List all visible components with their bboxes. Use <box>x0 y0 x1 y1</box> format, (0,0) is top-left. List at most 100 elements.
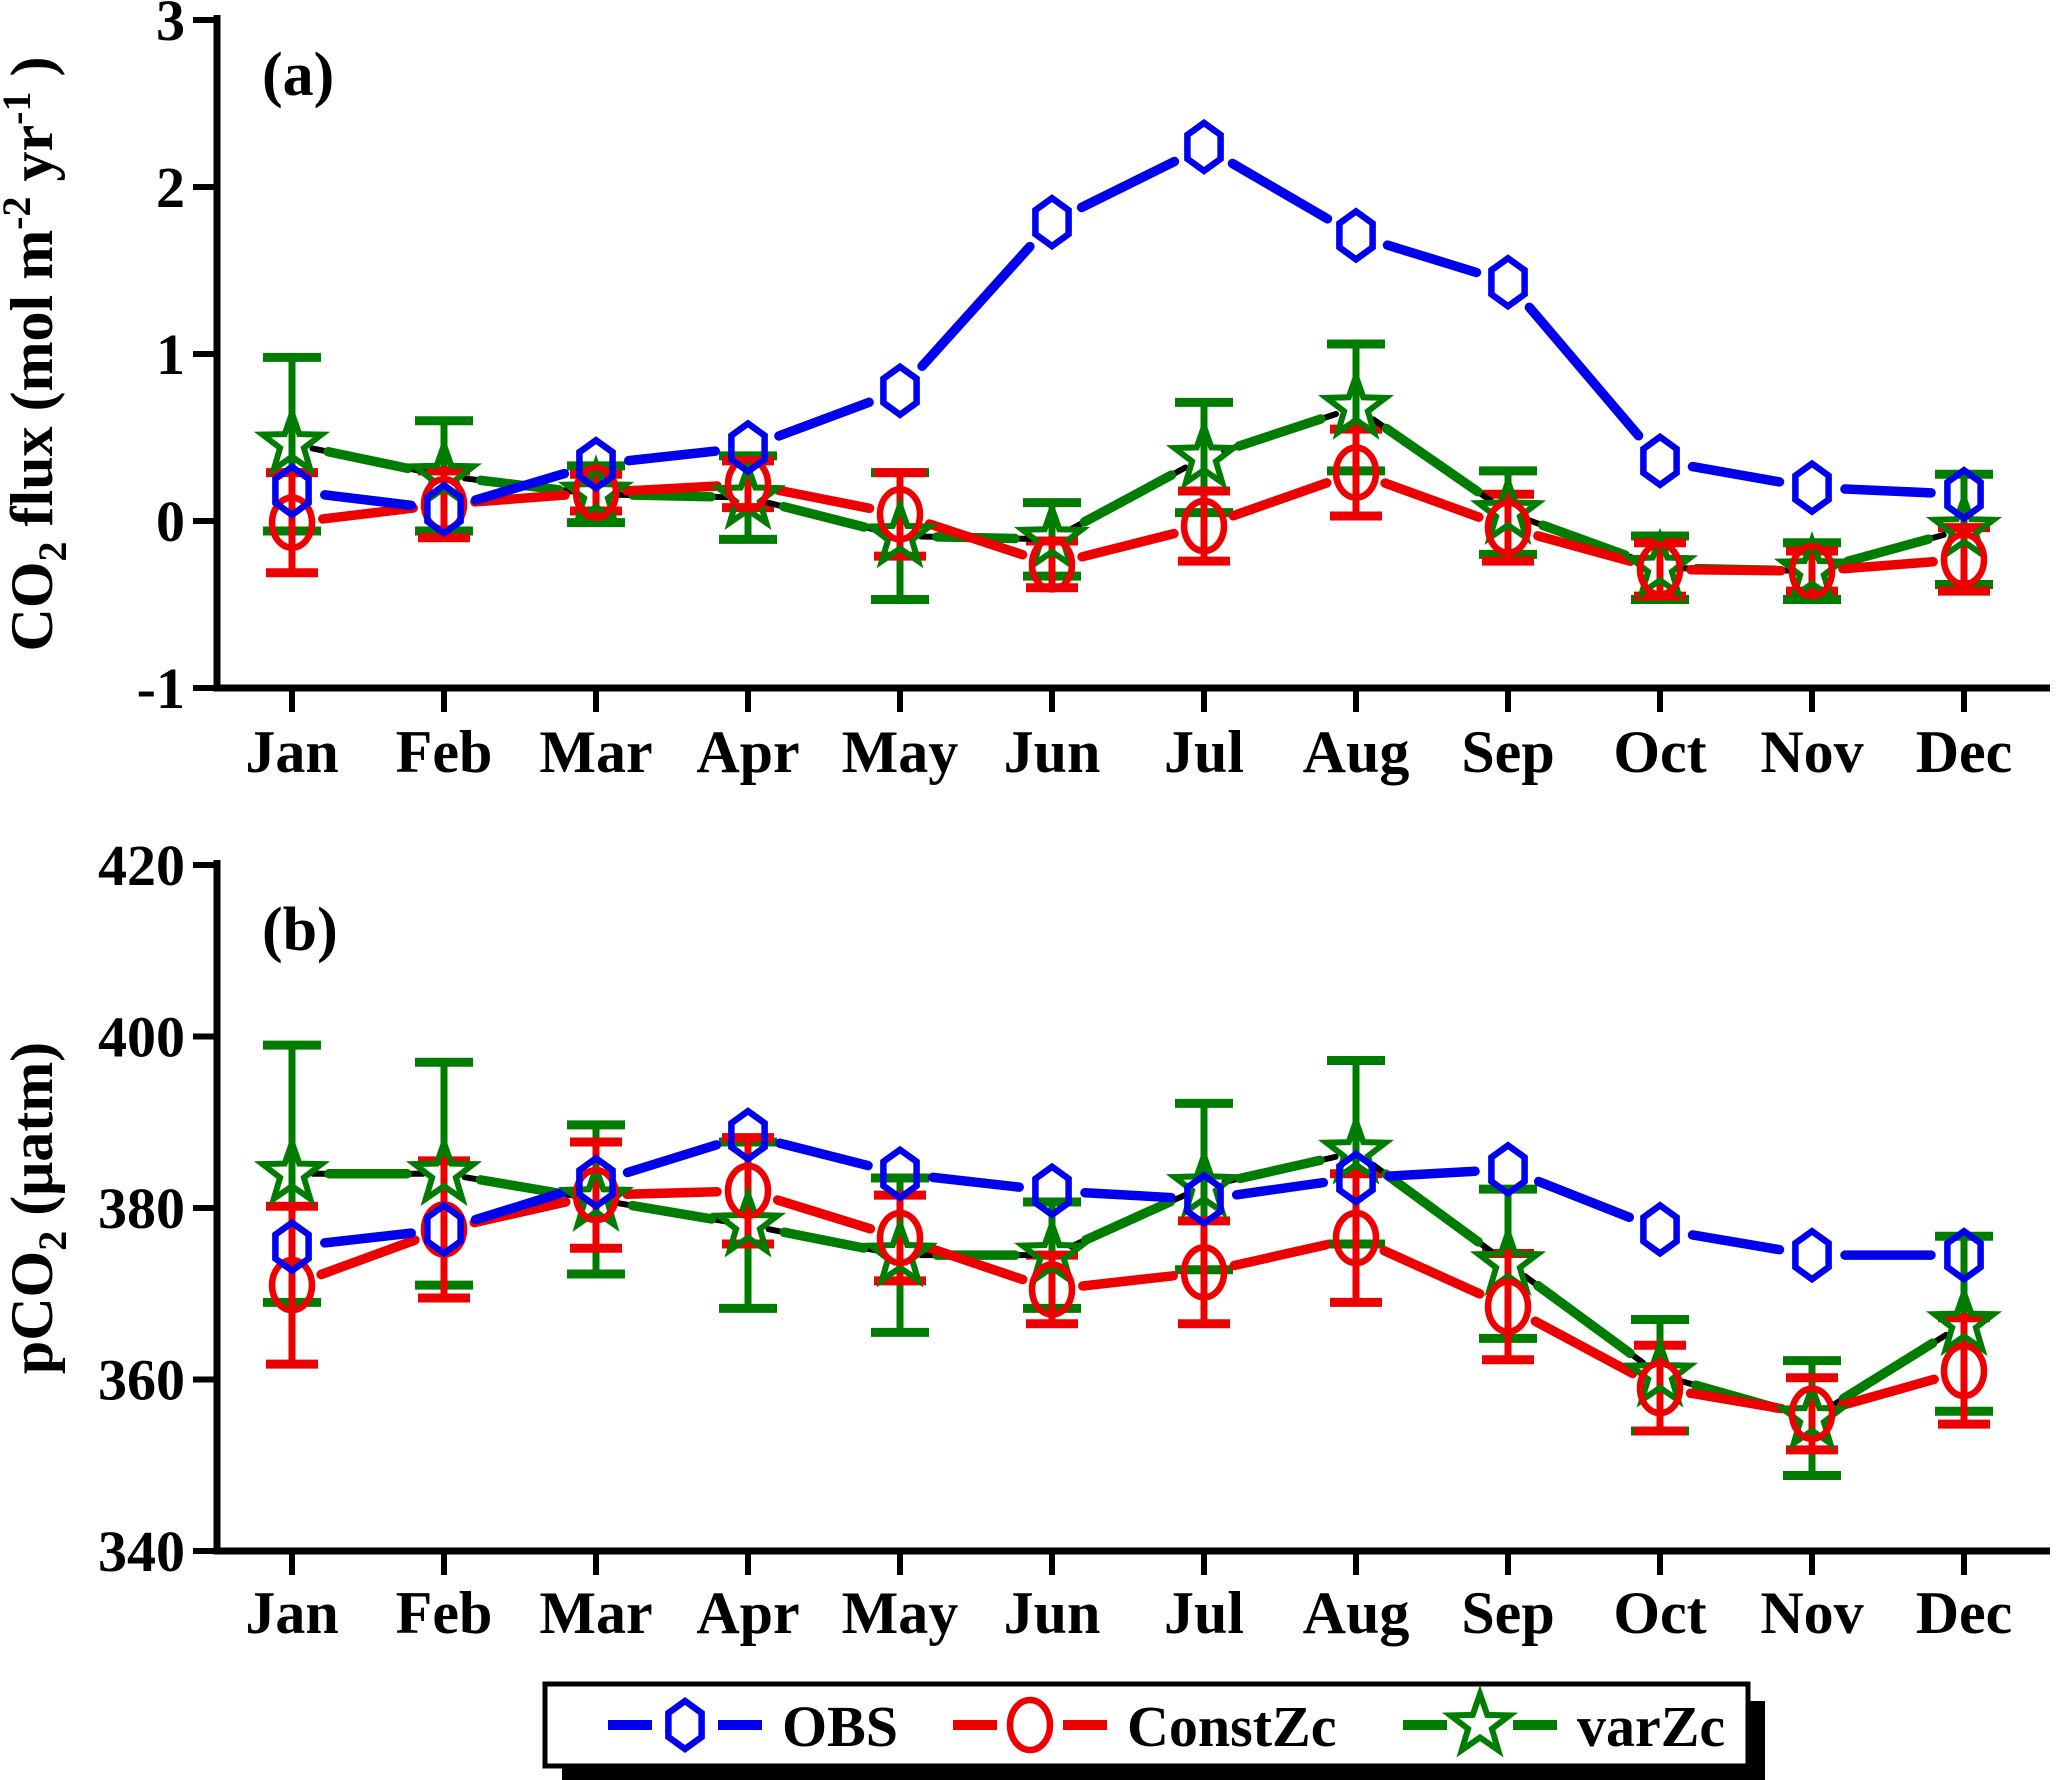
x-tick-label: Dec <box>1916 719 2013 785</box>
panel-label: (a) <box>262 41 334 109</box>
axis-spines <box>213 15 2050 692</box>
obs-hexagon-marker <box>576 436 616 493</box>
x-tick-label: Sep <box>1461 1580 1554 1646</box>
obs-line <box>1524 302 1644 441</box>
obs-line <box>320 1228 416 1248</box>
obs-hexagon-marker <box>1032 194 1072 251</box>
obs-line <box>1687 461 1785 487</box>
obs-line <box>470 468 570 505</box>
constzc-line <box>318 503 418 524</box>
obs-line <box>1227 158 1333 224</box>
obs-hexagon-marker <box>1336 207 1376 264</box>
constzc-ellipse-marker <box>1028 1261 1076 1318</box>
constzc-line <box>1686 565 1786 576</box>
x-tick-label: Jul <box>1164 1580 1244 1646</box>
x-tick-label: Nov <box>1760 1580 1863 1646</box>
constzc-ellipse-marker <box>1180 497 1228 555</box>
constzc-ellipse-marker <box>268 1256 316 1314</box>
legend-item-obs: OBS <box>608 1694 898 1759</box>
obs-line <box>624 446 720 466</box>
obs-line <box>1687 1230 1785 1255</box>
varzc-line <box>475 1175 565 1199</box>
x-tick-label: Dec <box>1916 1580 2013 1646</box>
obs-line <box>917 241 1035 371</box>
legend-label: varZc <box>1577 1694 1725 1759</box>
constzc-line <box>772 1195 876 1234</box>
x-tick-label: Aug <box>1303 719 1410 785</box>
obs-hexagon-marker <box>728 419 768 476</box>
x-tick-label: Mar <box>539 719 652 785</box>
x-tick-label: Jan <box>245 1580 338 1646</box>
obs-hexagon-marker <box>1488 254 1528 311</box>
obs-hexagon-marker <box>1792 1227 1832 1284</box>
constzc-line <box>1229 1240 1331 1271</box>
obs-hexagon-marker <box>272 1218 312 1275</box>
x-tick-label: Jun <box>1004 1580 1101 1646</box>
constzc-line <box>1530 1316 1638 1379</box>
constzc-error-bar <box>266 468 318 578</box>
constzc-line <box>316 1235 420 1280</box>
varzc-line <box>1842 534 1934 567</box>
varzc-star-marker <box>253 1133 331 1207</box>
varzc-line <box>1381 423 1483 497</box>
varzc-line <box>779 1227 869 1253</box>
obs-hexagon-marker <box>1792 459 1832 516</box>
constzc-line <box>622 1186 722 1200</box>
x-tick-label: Jul <box>1164 719 1244 785</box>
varzc-star-marker <box>1621 1335 1699 1408</box>
panel-a: 3 2 1 0 -1 Jan Feb Mar Apr May Jun Jul Aug Sep Oct Nov D… <box>0 0 2050 785</box>
constzc-ellipse-marker <box>572 1166 620 1224</box>
obs-hexagon-marker <box>1944 1227 1984 1284</box>
constzc-ellipse-marker <box>1940 531 1988 588</box>
obs-hexagon-marker <box>576 1154 616 1211</box>
obs-hexagon-marker <box>1640 1201 1680 1258</box>
varzc-star-marker <box>1925 1283 2003 1357</box>
obs-hexagon-marker <box>1488 1141 1528 1198</box>
legend: OBS ConstZc varZc <box>542 1681 1765 1780</box>
legend-label: OBS <box>782 1694 898 1759</box>
x-tick-label: Apr <box>696 719 799 785</box>
constzc-line <box>1838 557 1938 574</box>
obs-line <box>1384 1166 1480 1181</box>
obs-hexagon-marker <box>1184 1171 1224 1228</box>
x-tick-label: Jun <box>1004 719 1101 785</box>
constzc-line <box>1228 478 1332 521</box>
y-tick-label: 0 <box>156 489 185 554</box>
obs-line <box>1076 156 1180 213</box>
legend-star-icon <box>1441 1684 1519 1758</box>
varzc-line <box>323 446 413 474</box>
varzc-star-marker <box>253 404 331 477</box>
obs-line <box>1533 1176 1635 1223</box>
y-axis-label: CO2 flux (mol m-2 yr-1 ) <box>0 57 75 652</box>
y-tick-label: 360 <box>98 1348 185 1413</box>
x-tick-label: Nov <box>1760 719 1863 785</box>
varzc-star-marker <box>1925 489 2003 562</box>
varzc-line <box>1235 1155 1325 1184</box>
varzc-star-marker <box>405 1133 483 1207</box>
constzc-line <box>1837 1374 1939 1411</box>
varzc-line <box>1838 1338 1938 1404</box>
constzc-ellipse-marker <box>1636 541 1684 598</box>
varzc-star-marker <box>861 495 939 569</box>
x-tick-label: Aug <box>1303 1580 1410 1646</box>
varzc-star-marker <box>1317 1112 1395 1185</box>
constzc-ellipse-marker <box>1028 536 1076 593</box>
obs-hexagon-marker <box>1944 466 1984 523</box>
constzc-line <box>470 490 570 507</box>
constzc-line <box>1077 528 1179 562</box>
obs-hexagon-marker <box>728 1107 768 1164</box>
x-tick-label: Mar <box>539 1580 652 1646</box>
x-tick-label: Feb <box>396 1580 493 1646</box>
varzc-line <box>1381 1169 1483 1247</box>
x-tick-label: Oct <box>1613 1580 1706 1646</box>
constzc-ellipse-marker <box>1332 1209 1380 1267</box>
panel-b: 420 400 380 360 340 Jan Feb Mar Apr May Jun Jul Aug S… <box>0 833 2050 1646</box>
varzc-star-marker <box>1773 531 1851 604</box>
legend-item-varzc: varZc <box>1403 1684 1725 1759</box>
varzc-line <box>1538 520 1630 560</box>
constzc-line <box>1078 1271 1178 1291</box>
obs-line <box>1840 484 1936 498</box>
constzc-ellipse-marker <box>1636 1359 1684 1417</box>
